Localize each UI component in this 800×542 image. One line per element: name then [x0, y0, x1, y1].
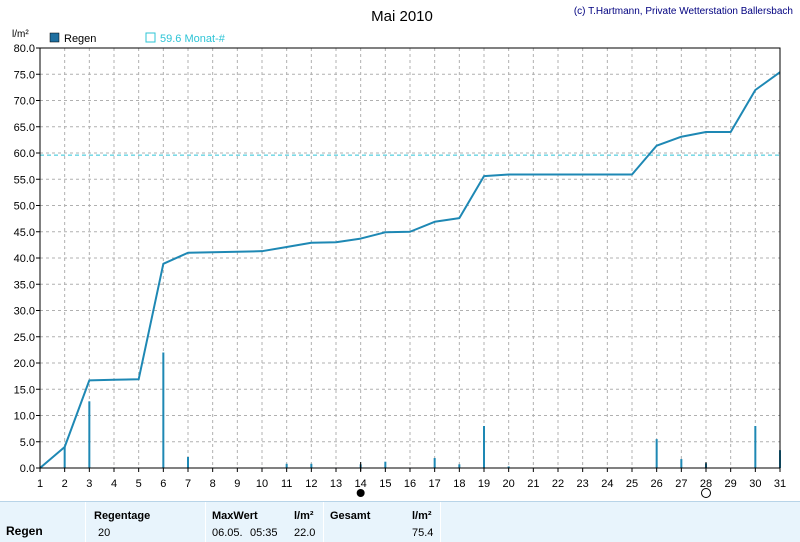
maxwert-value: 22.0: [294, 527, 316, 539]
cumulative-line-group: [39, 71, 781, 469]
legend-label-reference: 59.6 Monat-#: [160, 33, 226, 45]
maxwert-time: 05:35: [250, 527, 278, 539]
rain-bar: [285, 463, 288, 468]
x-tick-label: 16: [404, 478, 416, 490]
y-tick-label: 35.0: [14, 279, 35, 291]
chart-background: [0, 0, 800, 500]
x-tick-label: 22: [552, 478, 564, 490]
x-tick-label: 25: [626, 478, 638, 490]
x-tick-label: 17: [429, 478, 441, 490]
x-tick-label: 12: [305, 478, 317, 490]
legend-label-rain: Regen: [64, 33, 96, 45]
rain-bar: [458, 464, 461, 468]
x-tick-label: 31: [774, 478, 786, 490]
maxwert-unit: l/m²: [294, 510, 314, 522]
y-tick-label: 70.0: [14, 96, 35, 108]
x-tick-label: 29: [725, 478, 737, 490]
gesamt-cell: Gesamt l/m² 75.4: [324, 502, 441, 542]
x-tick-label: 24: [601, 478, 613, 490]
x-tick-labels: 1 2 3 4 5 6 7 8 9 10 11 12 13 14 15 16 17 18 19 20 21 22 23 24 2…: [37, 468, 786, 490]
x-tick-label: 30: [749, 478, 761, 490]
rain-bar: [88, 401, 91, 468]
x-tick-label: 27: [675, 478, 687, 490]
y-tick-label: 5.0: [20, 437, 35, 449]
y-tick-label: 15.0: [14, 384, 35, 396]
maxwert-cell: MaxWert l/m² 06.05. 05:35 22.0: [206, 502, 324, 542]
rain-bar: [187, 456, 189, 468]
copyright-note: (c) T.Hartmann, Private Wetterstation Ba…: [574, 6, 793, 17]
gesamt-value: 75.4: [412, 527, 434, 539]
y-tick-label: 65.0: [14, 122, 35, 134]
regentage-value: 20: [98, 527, 111, 539]
maxwert-date: 06.05.: [212, 527, 243, 539]
y-tick-label: 10.0: [14, 411, 35, 423]
x-tick-label: 11: [281, 478, 292, 490]
x-tick-label: 23: [577, 478, 589, 490]
x-tick-label: 21: [527, 478, 539, 490]
maxwert-header: MaxWert: [212, 510, 258, 522]
moon-markers: [356, 462, 711, 498]
gesamt-unit: l/m²: [412, 510, 432, 522]
rain-bar: [63, 447, 66, 468]
x-tick-label: 8: [210, 478, 216, 490]
regentage-header: Regentage: [94, 510, 151, 522]
chart-title: Mai 2010: [371, 8, 433, 25]
x-tick-label: 1: [37, 478, 43, 490]
gesamt-header: Gesamt: [330, 510, 371, 522]
x-tick-label: 28: [700, 478, 712, 490]
y-tick-label: 80.0: [14, 43, 35, 55]
x-tick-label: 18: [453, 478, 465, 490]
y-tick-label: 0.0: [20, 463, 35, 475]
cumulative-rain-line: [39, 71, 781, 469]
rain-bar: [507, 466, 510, 468]
y-tick-label: 20.0: [14, 358, 35, 370]
x-tick-label: 15: [379, 478, 391, 490]
x-tick-label: 26: [651, 478, 663, 490]
x-tick-label: 9: [234, 478, 240, 490]
rain-bar: [310, 463, 313, 468]
x-tick-label: 20: [503, 478, 515, 490]
y-tick-labels: 0.0 5.0 10.0 15.0 20.0 25.0 30.0 35.0 40.0 45.0 50…: [14, 43, 40, 475]
x-tick-label: 3: [86, 478, 92, 490]
y-tick-label: 75.0: [14, 69, 35, 81]
legend-swatch-reference: [145, 32, 156, 43]
x-tick-label: 10: [256, 478, 268, 490]
y-axis-unit: l/m²: [12, 29, 29, 40]
rain-bar: [384, 461, 387, 468]
rain-bar: [483, 426, 485, 468]
stats-row-label: Regen: [6, 524, 43, 538]
daily-bars: [63, 352, 781, 469]
stats-panel: Regen Regentage 20 MaxWert l/m² 06.05. 0…: [0, 501, 800, 542]
rain-bar: [655, 439, 658, 468]
new-moon-icon: [701, 488, 711, 498]
x-tick-label: 13: [330, 478, 342, 490]
rain-chart: Mai 2010 (c) T.Hartmann, Private Wetters…: [0, 0, 800, 500]
regentage-cell: Regentage 20: [86, 502, 206, 542]
rain-bar: [433, 458, 436, 468]
x-tick-label: 6: [160, 478, 166, 490]
y-tick-label: 45.0: [14, 227, 35, 239]
x-tick-label: 4: [111, 478, 117, 490]
x-tick-label: 5: [136, 478, 142, 490]
x-tick-label: 2: [62, 478, 68, 490]
grid-lines: [40, 48, 780, 468]
legend-swatch-rain: [49, 32, 60, 43]
y-tick-label: 55.0: [14, 174, 35, 186]
y-tick-label: 50.0: [14, 201, 35, 213]
y-tick-label: 40.0: [14, 253, 35, 265]
y-tick-label: 25.0: [14, 332, 35, 344]
rain-bar: [162, 352, 165, 468]
x-tick-label: 19: [478, 478, 490, 490]
full-moon-icon: [356, 489, 365, 497]
stats-label-cell: Regen: [0, 502, 86, 542]
x-tick-label: 7: [185, 478, 191, 490]
rain-bar: [680, 459, 683, 468]
y-tick-label: 30.0: [14, 306, 35, 318]
rain-bar: [754, 426, 757, 468]
x-tick-label: 14: [355, 478, 367, 490]
y-tick-label: 60.0: [14, 148, 35, 160]
